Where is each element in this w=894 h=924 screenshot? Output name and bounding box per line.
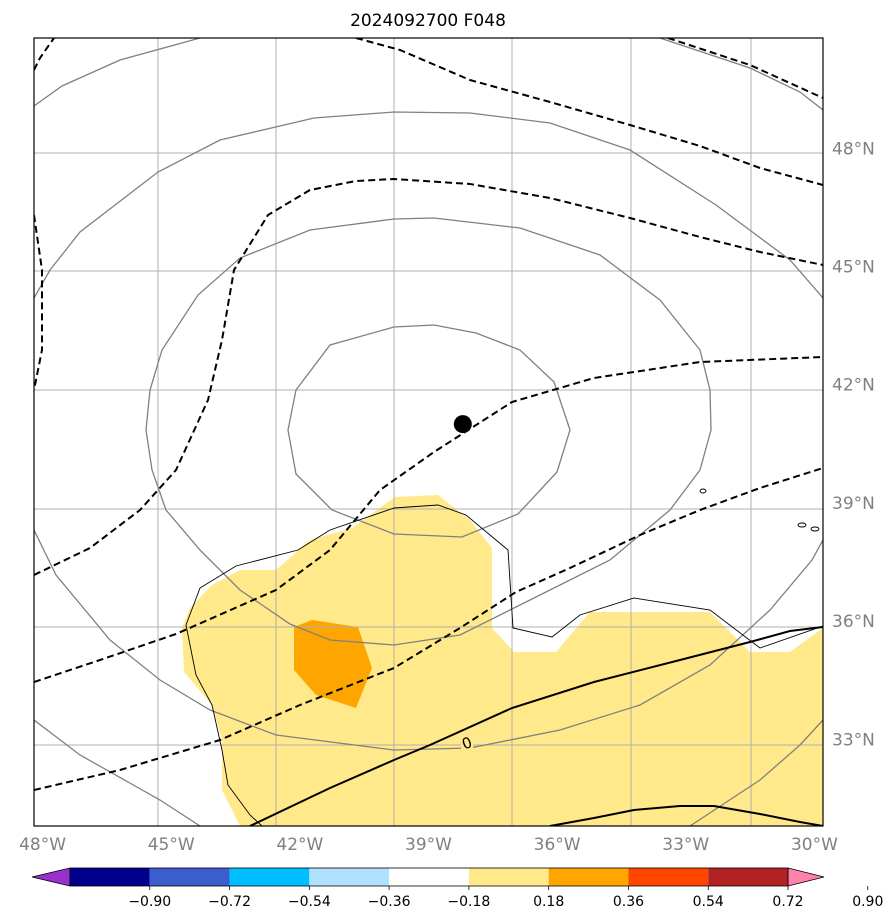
thickness-contour-1b [355,38,823,186]
longitude-label: 36°W [534,835,581,855]
thickness-contours [34,38,823,791]
colorbar-segment [149,868,230,886]
thickness-contour-2 [34,214,43,391]
colorbar-segment [548,868,629,886]
longitude-label: 33°W [662,835,709,855]
zero-contour [249,626,823,826]
region-outline [199,504,823,649]
colorbar-frame [69,867,789,887]
thickness-contour-3 [34,177,823,576]
thickness-contour-3b [667,38,823,99]
solid-contour-2 [549,805,823,826]
longitude-label: 42°W [276,835,323,855]
colorbar-tick-label: 0.18 [533,894,564,910]
colorbar-segment [70,868,150,886]
mslp-contour-4 [34,38,201,107]
mslp-contour-2 [145,217,712,646]
colorbar-segment [468,868,549,886]
colorbar-segment [229,868,310,886]
colorbar-tick-label: 0.54 [693,894,724,910]
thickness-contour-1 [34,38,55,71]
mslp-contour-1 [287,324,571,538]
colorbar-tick-label: −0.72 [208,894,251,910]
latitude-labels: 33°N 36°N 39°N 42°N 45°N 48°N [832,139,875,750]
colorbar-tick-label: 0.36 [613,894,644,910]
mslp-contour-3 [34,111,823,299]
colorbar-tick-label: −0.36 [368,894,411,910]
longitude-label: 45°W [148,835,195,855]
longitude-label: 39°W [405,835,452,855]
mslp-contour-3b [34,529,823,751]
latitude-label: 39°N [832,494,875,514]
mslp-contour-4b [659,38,823,111]
colorbar-tick-label: 0.90 [852,894,883,910]
figure-title: 2024092700 F048 [350,11,506,31]
colorbar-labels: −0.90 −0.72 −0.54 −0.36 −0.18 0.18 0.36 0.54 0.7… [128,886,883,910]
island-outline-2 [797,522,807,528]
latitude-label: 45°N [832,258,875,278]
island-outline [699,488,707,494]
colorbar-segment [708,868,788,886]
mslp-contour-5 [34,719,201,826]
colorbar-segment [389,868,469,886]
colorbar-tick-label: −0.90 [128,894,171,910]
mslp-contours [34,38,823,826]
contour-labels: 0 [460,733,475,753]
map-frame [33,37,824,827]
region-outline-west [185,587,263,826]
thickness-contour-4 [34,356,823,683]
island-outline-3 [810,526,820,532]
colorbar [31,867,825,887]
colorbar-tick-label: −0.54 [288,894,331,910]
longitude-label: 30°W [791,835,838,855]
colorbar-segment [309,868,390,886]
latitude-label: 36°N [832,612,875,632]
mslp-contour-5b [689,719,823,826]
map-area: 0 [34,38,823,826]
latitude-label: 48°N [832,139,875,159]
latitude-label: 42°N [832,376,875,396]
longitude-label: 48°W [19,835,66,855]
colorbar-extend-high [787,867,825,887]
storm-center-marker[interactable] [453,415,472,434]
colorbar-extend-low [31,867,71,887]
colorbar-tick-label: −0.18 [447,894,490,910]
latitude-label: 33°N [832,730,875,750]
colorbar-tick-label: 0.72 [772,894,803,910]
contour-label-bg [461,733,474,752]
colorbar-segment [628,868,709,886]
longitude-labels: 48°W 45°W 42°W 39°W 36°W 33°W 30°W [19,835,838,855]
